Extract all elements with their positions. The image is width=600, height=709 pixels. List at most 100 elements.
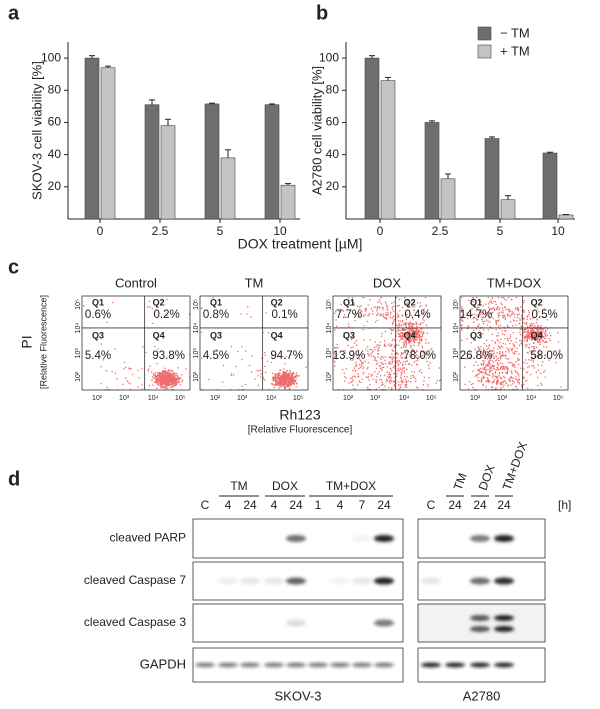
quadrant-name: Q2 <box>271 297 283 307</box>
event-dot <box>406 376 407 377</box>
event-dot <box>515 307 516 308</box>
event-dot <box>543 338 544 339</box>
event-dot <box>511 349 512 350</box>
event-dot <box>368 362 369 363</box>
event-dot <box>514 353 515 354</box>
row-label: cleaved PARP <box>110 531 186 545</box>
event-dot <box>390 379 391 380</box>
event-dot <box>421 331 422 332</box>
event-dot <box>516 338 517 339</box>
event-dot <box>425 297 426 298</box>
x-tick-label: 10⁴ <box>148 395 159 402</box>
error-bar <box>89 56 95 58</box>
event-dot <box>402 320 403 321</box>
quadrant-percent: 4.5% <box>203 350 229 362</box>
event-dot <box>388 314 389 315</box>
event-dot <box>392 324 393 325</box>
event-dot <box>401 354 402 355</box>
band <box>264 663 284 668</box>
event-dot <box>485 366 486 367</box>
event-dot <box>505 358 506 359</box>
event-dot <box>389 356 390 357</box>
event-dot <box>515 376 516 377</box>
event-dot <box>367 377 368 378</box>
event-dot <box>305 367 306 368</box>
event-dot <box>352 370 353 371</box>
event-dot <box>473 365 474 366</box>
event-dot <box>519 314 520 315</box>
event-dot <box>337 344 338 345</box>
event-dot <box>425 339 426 340</box>
event-dot <box>468 325 469 326</box>
event-dot <box>154 382 155 383</box>
legend-swatch <box>478 27 491 40</box>
event-dot <box>471 384 472 385</box>
event-dot <box>487 369 488 370</box>
y-tick-label: 10² <box>453 371 460 382</box>
event-dot <box>274 387 275 388</box>
event-dot <box>495 304 496 305</box>
event-dot <box>404 344 405 345</box>
quadrant-name: Q1 <box>210 297 222 307</box>
event-dot <box>159 376 160 377</box>
event-dot <box>360 305 361 306</box>
event-dot <box>475 375 476 376</box>
event-dot <box>461 340 462 341</box>
event-dot <box>100 366 101 367</box>
event-dot <box>515 371 516 372</box>
event-dot <box>393 367 394 368</box>
event-dot <box>397 314 398 315</box>
event-dot <box>158 385 159 386</box>
event-dot <box>382 384 383 385</box>
event-dot <box>177 379 178 380</box>
quadrant-name: Q2 <box>531 297 543 307</box>
event-dot <box>399 340 400 341</box>
event-dot <box>502 310 503 311</box>
quadrant-percent: 58.0% <box>530 350 563 362</box>
event-dot <box>497 339 498 340</box>
event-dot <box>174 385 175 386</box>
event-dot <box>397 317 398 318</box>
event-dot <box>508 309 509 310</box>
event-dot <box>387 314 388 315</box>
event-dot <box>478 324 479 325</box>
x-tick-label: 10³ <box>370 395 381 402</box>
event-dot <box>178 382 179 383</box>
event-dot <box>401 375 402 376</box>
event-dot <box>367 321 368 322</box>
event-dot <box>390 374 391 375</box>
event-dot <box>382 333 383 334</box>
event-dot <box>493 301 494 302</box>
event-dot <box>527 328 528 329</box>
event-dot <box>294 383 295 384</box>
event-dot <box>294 380 295 381</box>
event-dot <box>153 373 154 374</box>
event-dot <box>383 367 384 368</box>
x-tick-label: 10⁵ <box>553 395 564 402</box>
event-dot <box>397 370 398 371</box>
event-dot <box>381 362 382 363</box>
event-dot <box>512 378 513 379</box>
error-bar <box>505 196 511 200</box>
event-dot <box>406 343 407 344</box>
event-dot <box>176 384 177 385</box>
band <box>352 535 372 542</box>
event-dot <box>521 342 522 343</box>
bar <box>145 105 159 219</box>
event-dot <box>420 323 421 324</box>
event-dot <box>392 318 393 319</box>
event-dot <box>137 386 138 387</box>
event-dot <box>385 363 386 364</box>
event-dot <box>376 376 377 377</box>
quadrant-percent: 0.1% <box>272 309 298 321</box>
event-dot <box>376 346 377 347</box>
event-dot <box>296 377 297 378</box>
event-dot <box>176 380 177 381</box>
event-dot <box>380 375 381 376</box>
event-dot <box>358 368 359 369</box>
event-dot <box>502 333 503 334</box>
event-dot <box>403 342 404 343</box>
band <box>470 663 490 668</box>
event-dot <box>275 373 276 374</box>
event-dot <box>418 343 419 344</box>
